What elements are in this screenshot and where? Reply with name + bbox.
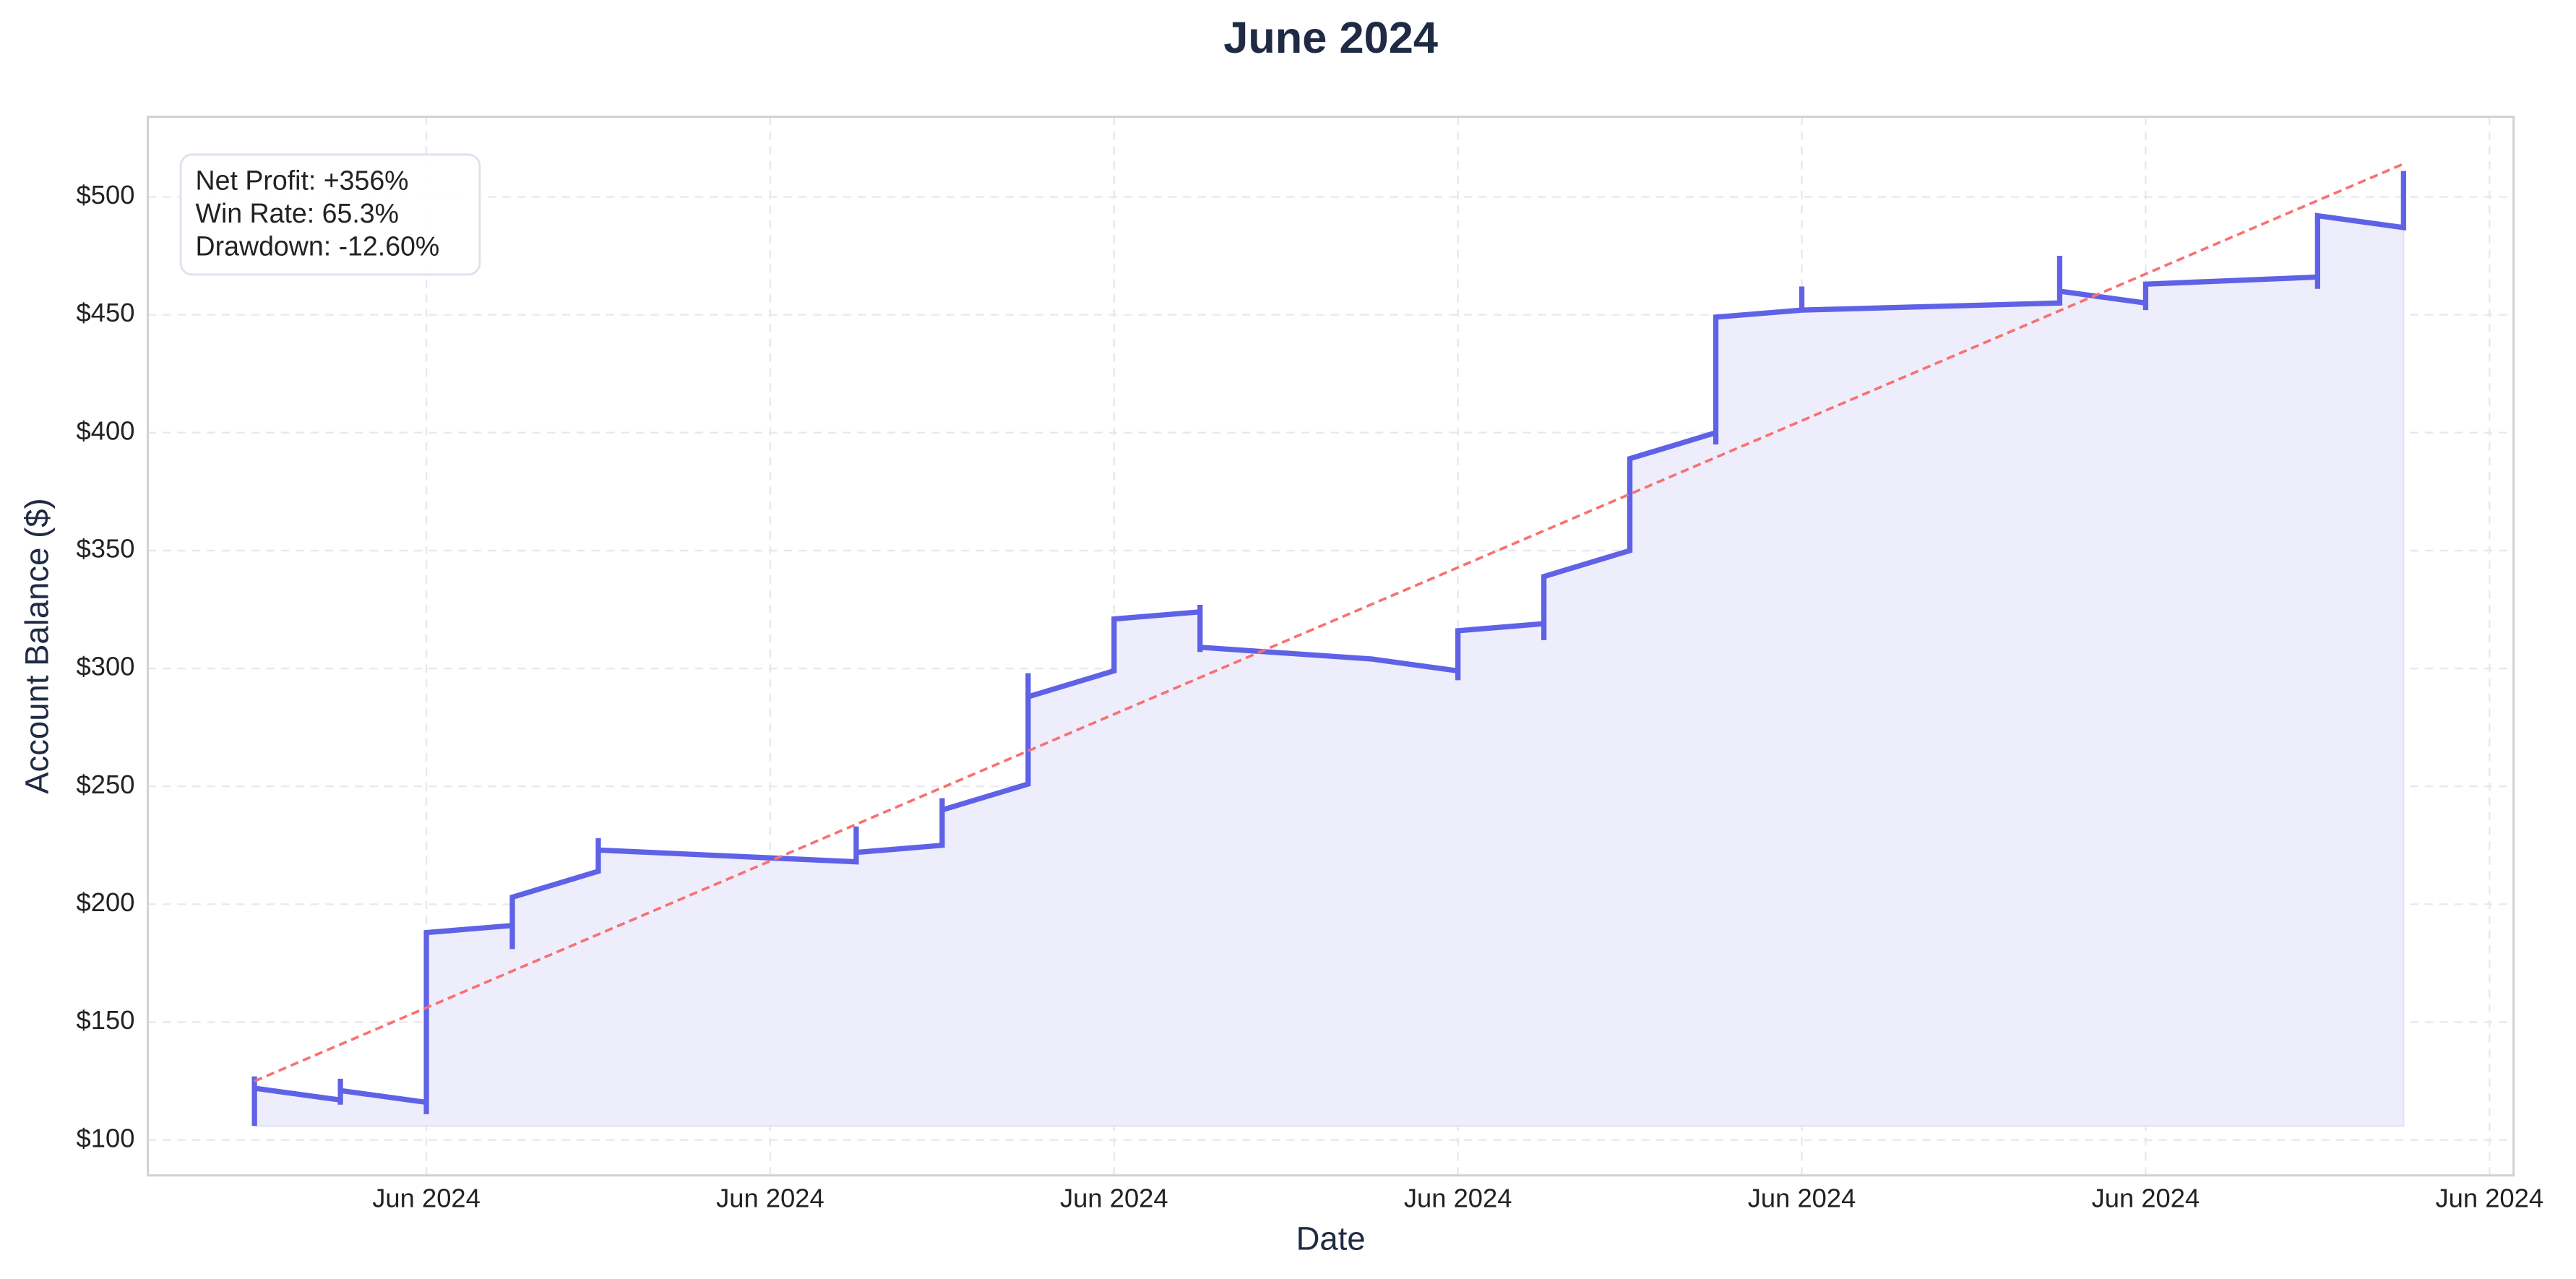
- y-tick-label: $350: [77, 534, 135, 564]
- y-tick-label: $500: [77, 180, 135, 210]
- x-tick-label: Jun 2024: [1404, 1183, 1512, 1213]
- plot: [251, 163, 2406, 1127]
- y-tick-label: $300: [77, 652, 135, 681]
- stats-text: Win Rate: 65.3%: [196, 198, 399, 228]
- y-tick-label: $100: [77, 1123, 135, 1153]
- stats-text: Net Profit: +356%: [196, 165, 409, 195]
- stats-box: [179, 153, 481, 276]
- x-tick-label: Jun 2024: [2092, 1183, 2200, 1213]
- stats-text: Drawdown: -12.60%: [196, 231, 440, 261]
- chart-title: June 2024: [1223, 13, 1438, 63]
- y-axis-label: Account Balance ($): [19, 498, 56, 794]
- y-tick-label: $250: [77, 770, 135, 799]
- x-axis-label: Date: [1296, 1220, 1366, 1257]
- y-tick-label: $200: [77, 887, 135, 917]
- x-tick-label: Jun 2024: [716, 1183, 824, 1213]
- plot-frame: [147, 116, 2515, 1177]
- x-tick-label: Jun 2024: [1060, 1183, 1168, 1213]
- y-tick-label: $450: [77, 298, 135, 327]
- trend-line: [254, 163, 2405, 1082]
- x-tick-label: Jun 2024: [2435, 1183, 2543, 1213]
- y-tick-label: $400: [77, 415, 135, 445]
- y-tick-label: $150: [77, 1005, 135, 1035]
- x-tick-label: Jun 2024: [372, 1183, 481, 1213]
- x-tick-label: Jun 2024: [1748, 1183, 1856, 1213]
- balance-line: [251, 171, 2406, 1127]
